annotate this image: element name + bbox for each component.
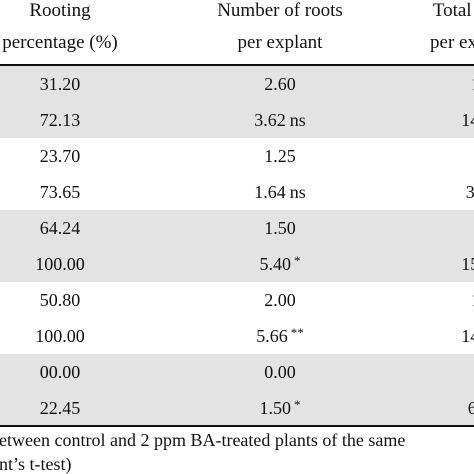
table-rule-bottom (0, 425, 474, 427)
root-length-cell: 30.00ns (346, 174, 474, 210)
table-row: 72.133.62ns142.25ns (0, 102, 474, 138)
significance-mark: ns (289, 110, 306, 130)
rooting-percentage-cell: 72.13 (0, 102, 120, 138)
header-line: Total root length (432, 0, 474, 21)
rooting-percentage-cell-value: 100.00 (35, 326, 85, 346)
number-of-roots-cell-value: 2.60 (264, 74, 296, 94)
number-of-roots-cell-value: 5.66 (256, 326, 288, 346)
significance-mark: ** (290, 325, 304, 340)
number-of-roots-cell: 5.66 ** (180, 318, 380, 354)
rooting-percentage-cell: 31.20 (0, 66, 120, 102)
root-length-cell: 156.40 (346, 66, 474, 102)
rooting-percentage-cell-value: 64.24 (39, 218, 81, 238)
table-rule-top (0, 64, 474, 66)
root-length-cell: 33.00 (346, 138, 474, 174)
rooting-percentage-cell-value: 00.00 (39, 362, 81, 382)
root-length-cell-value: 148.00 (461, 326, 474, 346)
number-of-roots-cell-value: 5.40 (259, 254, 292, 274)
number-of-roots-cell: 1.64 ns (180, 174, 380, 210)
root-length-cell: 129.00 (346, 282, 474, 318)
rooting-percentage-cell-value: 100.00 (35, 254, 85, 274)
rooting-percentage-cell-value: 22.45 (39, 398, 81, 418)
rooting-percentage-cell: 22.45 (0, 390, 120, 426)
root-length-cell-value: 30.00 (465, 182, 474, 202)
rooting-percentage-cell: 23.70 (0, 138, 120, 174)
number-of-roots-cell-value: 1.50 (264, 218, 296, 238)
root-length-cell-value: 159.30 (461, 254, 474, 274)
header-total-root-length: Total root length per explant (mm) (346, 0, 474, 64)
number-of-roots-cell-value: 1.25 (264, 146, 296, 166)
significance-mark: ns (289, 182, 306, 202)
header-number-of-roots: Number of roots per explant (180, 0, 380, 64)
table-row: 22.451.50*69.00** (0, 390, 474, 426)
header-rooting-percentage: Rooting percentage (%) (0, 0, 174, 64)
header-line: per explant (237, 32, 323, 53)
table-row: 00.00 0.00 0.00 (0, 354, 474, 390)
table-row: 23.70 1.25 33.00 (0, 138, 474, 174)
number-of-roots-cell: 1.50 * (180, 390, 380, 426)
table-header: Rooting percentage (%) Number of roots p… (0, 0, 474, 64)
root-length-cell-value: 156.40 (471, 74, 474, 94)
table-row: 31.20 2.60 156.40 (0, 66, 474, 102)
root-length-cell: 142.25ns (346, 102, 474, 138)
table-row: 100.005.66**148.00ns (0, 318, 474, 354)
footnote-line: between control and 2 ppm BA-treated pla… (0, 430, 406, 450)
rooting-percentage-cell: 64.24 (0, 210, 120, 246)
number-of-roots-cell-value: 2.00 (264, 290, 296, 310)
number-of-roots-cell: 0.00 (180, 354, 380, 390)
root-length-cell: 69.00** (346, 390, 474, 426)
root-length-cell-value: 129.00 (471, 290, 474, 310)
header-line: Number of roots (217, 0, 343, 21)
rooting-percentage-cell-value: 50.80 (39, 290, 81, 310)
significance-mark: * (294, 397, 301, 412)
significance-mark: * (294, 253, 301, 268)
number-of-roots-cell: 5.40 * (180, 246, 380, 282)
number-of-roots-cell: 2.60 (180, 66, 380, 102)
table-body: 31.202.60156.4072.133.62ns142.25ns23.701… (0, 66, 474, 426)
number-of-roots-cell: 3.62 ns (180, 102, 380, 138)
table-row: 50.80 2.00 129.00 (0, 282, 474, 318)
root-length-cell: 148.00ns (346, 318, 474, 354)
header-line: per explant (mm) (430, 32, 474, 53)
number-of-roots-cell: 2.00 (180, 282, 380, 318)
number-of-roots-cell-value: 1.50 (259, 398, 292, 418)
root-length-cell: 159.30ns (346, 246, 474, 282)
number-of-roots-cell-value: 1.64 (254, 182, 286, 202)
root-length-cell: 84.16 (346, 210, 474, 246)
table-row: 73.651.64ns30.00ns (0, 174, 474, 210)
rooting-percentage-cell: 100.00 (0, 246, 120, 282)
rooting-percentage-cell: 73.65 (0, 174, 120, 210)
number-of-roots-cell-value: 3.62 (254, 110, 286, 130)
rooting-percentage-cell: 100.00 (0, 318, 120, 354)
rooting-percentage-cell: 50.80 (0, 282, 120, 318)
table-row: 100.005.40*159.30ns (0, 246, 474, 282)
number-of-roots-cell-value: 0.00 (264, 362, 296, 382)
rooting-percentage-cell: 00.00 (0, 354, 120, 390)
root-length-cell-value: 69.00 (467, 398, 474, 418)
number-of-roots-cell: 1.25 (180, 138, 380, 174)
rooting-percentage-cell-value: 31.20 (39, 74, 81, 94)
number-of-roots-cell: 1.50 (180, 210, 380, 246)
root-length-cell: 0.00 (346, 354, 474, 390)
root-length-cell-value: 142.25 (461, 110, 474, 130)
footnote-line: dent’s t-test) (0, 454, 72, 474)
table-row: 64.24 1.50 84.16 (0, 210, 474, 246)
rooting-percentage-cell-value: 73.65 (39, 182, 81, 202)
header-line: percentage (%) (2, 32, 118, 53)
header-line: Rooting (29, 0, 91, 21)
rooting-percentage-cell-value: 23.70 (39, 146, 81, 166)
rooting-percentage-cell-value: 72.13 (39, 110, 81, 130)
